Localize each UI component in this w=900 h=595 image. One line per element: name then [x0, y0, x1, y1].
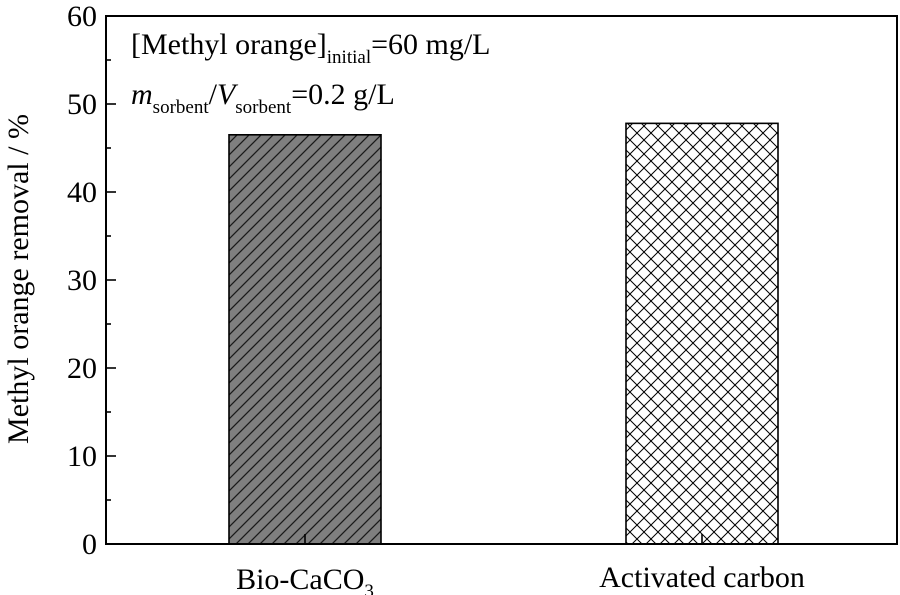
y-axis-ticks: 0 10 20 30 40 50 60 — [67, 0, 116, 561]
y-tick-label: 50 — [67, 88, 97, 121]
bar-activated-carbon — [625, 122, 779, 545]
y-axis-title: Methyl orange removal / % — [2, 114, 35, 444]
y-tick-label: 40 — [67, 176, 97, 209]
x-axis-ticks — [304, 534, 703, 544]
y-tick-label: 60 — [67, 0, 97, 33]
annotation-sorbent-ratio: msorbent/Vsorbent=0.2 g/L — [131, 78, 395, 118]
y-tick-label: 20 — [67, 352, 97, 385]
y-tick-label: 30 — [67, 264, 97, 297]
bar-bio-caco3 — [228, 134, 382, 545]
y-tick-label: 10 — [67, 440, 97, 473]
bars-group — [228, 122, 779, 545]
y-tick-label: 0 — [82, 528, 97, 561]
x-tick-label-bio-caco3: Bio-CaCO3 — [236, 563, 374, 595]
annotation-concentration: [Methyl orange]initial=60 mg/L — [131, 28, 491, 68]
x-tick-label-activated-carbon: Activated carbon — [599, 561, 805, 594]
